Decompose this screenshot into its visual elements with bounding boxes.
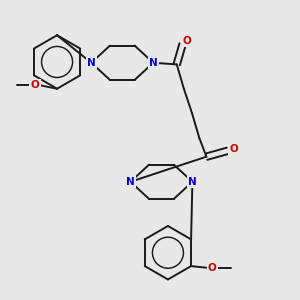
Text: O: O (230, 144, 239, 154)
Text: N: N (188, 177, 197, 187)
Text: O: O (31, 80, 39, 90)
Text: O: O (182, 36, 191, 46)
Text: O: O (208, 263, 217, 273)
Text: N: N (87, 58, 96, 68)
Text: N: N (149, 58, 158, 68)
Text: N: N (126, 177, 135, 187)
